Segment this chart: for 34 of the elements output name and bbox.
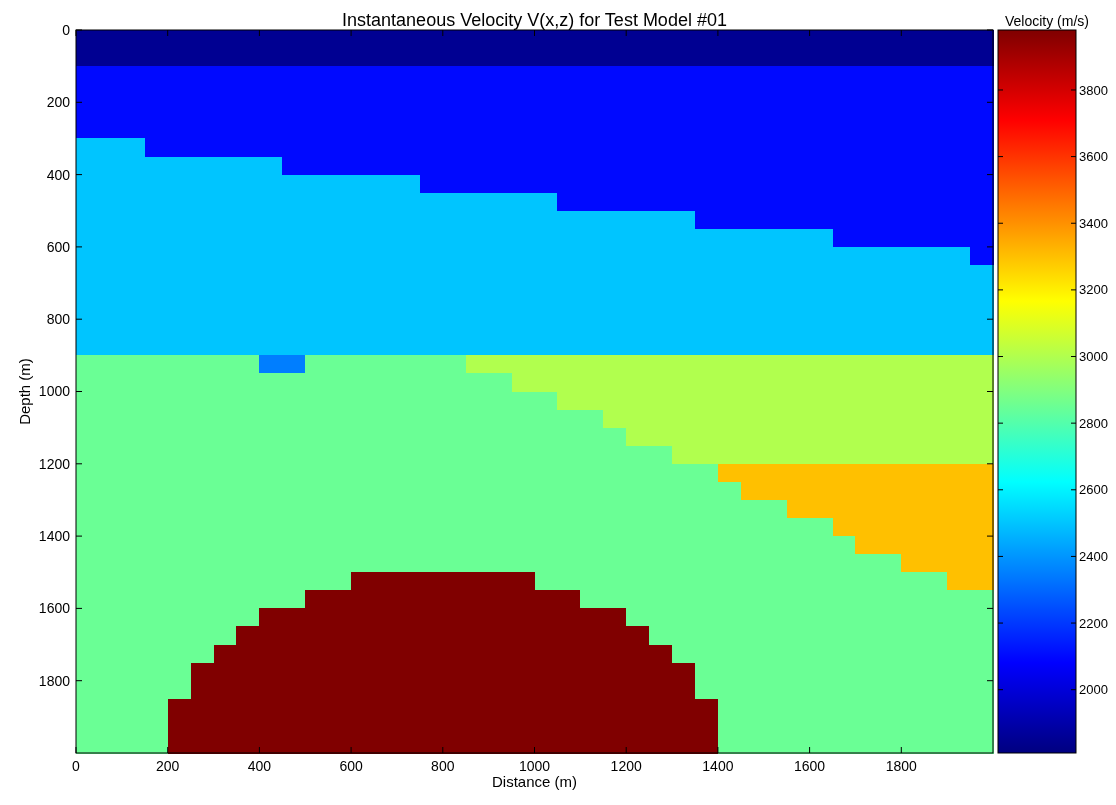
y-tick-label: 1200	[38, 455, 71, 472]
y-tick-label: 0	[62, 21, 71, 38]
y-tick-label: 600	[46, 238, 71, 255]
x-tick-label: 200	[156, 758, 180, 774]
x-axis-title: Distance (m)	[491, 773, 578, 790]
color-bar-label: 2200	[1079, 615, 1108, 631]
color-bar-title: Velocity (m/s)	[1004, 13, 1090, 29]
color-bar-label: 2400	[1079, 548, 1108, 564]
y-tick-label: 200	[46, 94, 71, 111]
x-tick-label: 600	[339, 758, 363, 774]
x-tick-label: 1800	[885, 758, 918, 774]
x-tick-label: 0	[72, 758, 81, 774]
x-tick-label: 800	[431, 758, 455, 774]
y-tick-label: 1000	[38, 383, 71, 400]
y-tick-label: 400	[46, 166, 71, 183]
color-bar-label: 2000	[1079, 682, 1108, 698]
color-bar-label: 3400	[1079, 215, 1108, 231]
color-bar-label: 3800	[1079, 82, 1108, 98]
x-tick-label: 400	[247, 758, 272, 774]
x-tick-label: 1200	[610, 758, 642, 774]
y-tick-label: 1600	[38, 600, 71, 617]
color-bar-label: 2800	[1079, 415, 1108, 431]
x-tick-label: 1400	[702, 758, 734, 774]
x-tick-label: 1600	[794, 758, 826, 774]
color-bar-label: 3200	[1079, 282, 1108, 298]
x-tick-label: 1000	[518, 758, 551, 774]
y-tick-label: 800	[46, 311, 71, 328]
y-tick-label: 1400	[38, 528, 71, 544]
y-tick-label: 1800	[38, 672, 71, 689]
chart-title: Instantaneous Velocity V(x,z) for Test Model #01	[342, 10, 727, 30]
color-bar-label: 3600	[1079, 149, 1108, 165]
color-bar-label: 2600	[1079, 482, 1108, 498]
color-bar-label: 3000	[1079, 349, 1108, 365]
y-axis-title: Depth (m)	[16, 358, 33, 425]
